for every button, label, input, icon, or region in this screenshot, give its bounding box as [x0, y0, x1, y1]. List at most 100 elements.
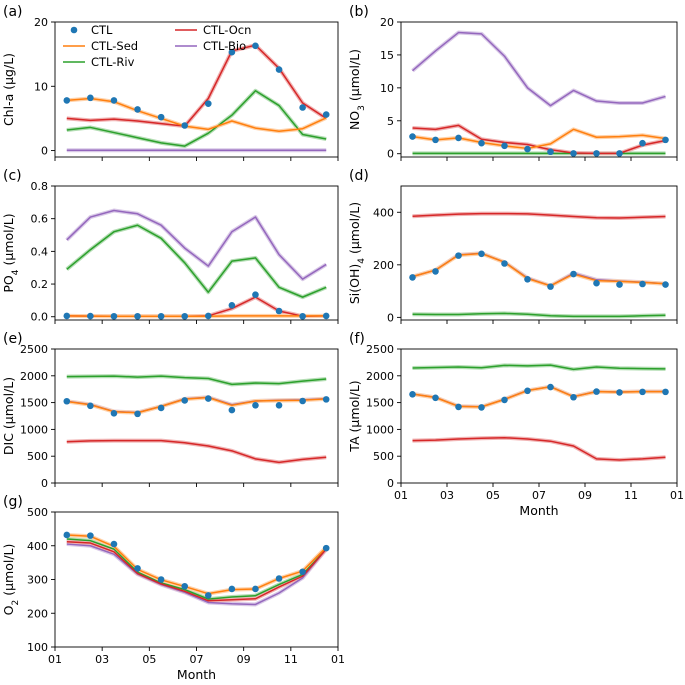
y-tick-label: 5: [387, 115, 394, 128]
y-tick-label: 10: [34, 80, 48, 93]
ctl-point: [478, 250, 485, 258]
y-axis-label: NO3 (μmol/L): [347, 49, 367, 130]
y-axis-label: DIC (μmol/L): [1, 377, 16, 455]
panel-label: (b): [349, 4, 369, 20]
series-line-ctl-sed: [66, 396, 327, 414]
series-line-ctl-bio: [66, 209, 327, 280]
panel-label: (c): [3, 168, 22, 184]
y-tick-label: 0: [387, 311, 394, 324]
y-axis-label: O2 (μmol/L): [1, 544, 21, 616]
ctl-point: [570, 393, 577, 401]
series-line-ctl-sed: [66, 97, 327, 133]
y-axis-label: Chl-a (μg/L): [1, 53, 16, 126]
y-tick-label: 200: [27, 607, 48, 620]
y-tick-label: 10: [380, 82, 394, 95]
y-tick-label: 200: [373, 259, 394, 272]
panel-label: (a): [3, 4, 23, 20]
y-tick-label: 1500: [366, 397, 394, 410]
ctl-point: [616, 281, 623, 288]
ctl-point: [570, 270, 577, 278]
legend-label: CTL-Sed: [91, 39, 138, 53]
ctl-point: [181, 122, 189, 129]
x-tick-label: 09: [578, 489, 592, 502]
ctl-point: [501, 142, 508, 150]
ctl-point: [524, 275, 531, 283]
ctl-point: [110, 540, 118, 548]
ctl-point: [87, 312, 94, 320]
series-line-ctl-riv: [412, 312, 666, 318]
ctl-point: [322, 111, 330, 118]
ctl-point: [204, 312, 212, 320]
y-tick-label: 2000: [366, 370, 394, 383]
ctl-point: [181, 397, 189, 404]
y-tick-label: 0.6: [31, 213, 49, 226]
ctl-point: [252, 401, 259, 409]
legend-label: CTL-Bio: [203, 39, 246, 53]
x-axis-label: Month: [519, 503, 558, 518]
series-line-ctl-ocn: [66, 44, 327, 127]
ctl-point: [432, 394, 439, 402]
ctl-point: [157, 113, 165, 121]
legend-label: CTL-Riv: [91, 55, 135, 69]
ctl-point: [409, 390, 416, 398]
y-tick-label: 0.0: [31, 311, 49, 324]
y-tick-label: 400: [27, 540, 48, 553]
ctl-point: [181, 312, 189, 320]
series-line-ctl-ocn: [412, 212, 666, 219]
series-line-ctl-bio: [412, 31, 666, 107]
x-tick-label: 01: [48, 653, 62, 666]
panel-3: 0 200 400 Si(OH)4 (μmol/L) (d): [347, 168, 678, 324]
series-line-ctl-riv: [66, 538, 327, 600]
y-label-main: Si(OH): [347, 264, 362, 304]
series-line-ctl-ocn: [412, 124, 666, 155]
ctl-point: [157, 576, 165, 583]
x-tick-label: 01: [331, 653, 345, 666]
ctl-point: [639, 280, 646, 288]
y-label-tail: (μmol/L): [1, 213, 16, 269]
ctl-point: [299, 568, 306, 576]
ctl-point: [110, 312, 118, 320]
ctl-point: [87, 402, 94, 410]
y-tick-label: 15: [380, 49, 394, 62]
ctl-point: [322, 396, 330, 403]
series-line-ctl-ocn: [66, 540, 327, 602]
y-label-sub: 2: [11, 600, 21, 606]
ctl-point: [570, 150, 577, 157]
ctl-point: [616, 150, 623, 157]
x-tick-label: 01: [670, 489, 684, 502]
panel-label: (d): [349, 168, 369, 184]
ctl-point: [524, 145, 531, 153]
y-label-tail: (μmol/L): [1, 544, 16, 600]
ctl-point: [228, 585, 236, 593]
panel-5: 01 03 05 07 09 11 01 Month 0 500 1000 1500 2000 2500 T…: [347, 331, 684, 518]
y-tick-label: 500: [373, 450, 394, 463]
ctl-point: [110, 410, 118, 417]
x-axis-label: Month: [177, 667, 216, 682]
y-tick-label: 300: [27, 574, 48, 587]
ctl-point: [409, 133, 416, 140]
x-tick-label: 03: [95, 653, 109, 666]
x-tick-label: 03: [440, 489, 454, 502]
y-tick-label: 2500: [366, 343, 394, 356]
spread-line: [411, 30, 667, 108]
ctl-point: [501, 260, 508, 267]
x-tick-label: 11: [284, 653, 298, 666]
ctl-point: [275, 575, 283, 582]
ctl-point: [478, 139, 485, 147]
ctl-point: [110, 97, 118, 104]
x-tick-label: 01: [394, 489, 408, 502]
y-label-tail: (μmol/L): [347, 202, 362, 258]
series-line-ctl-sed: [412, 386, 666, 408]
ctl-point: [228, 406, 236, 414]
y-tick-label: 20: [380, 16, 394, 29]
panel-1: 0 5 10 15 20 NO3 (μmol/L) (b): [347, 4, 678, 161]
panel-label: (g): [3, 494, 23, 510]
y-tick-label: 2000: [20, 370, 48, 383]
ctl-point: [432, 268, 439, 275]
ctl-point: [299, 397, 306, 405]
y-label-sub: 3: [357, 105, 367, 111]
ctl-point: [455, 134, 462, 142]
y-axis-label: TA (μmol/L): [347, 380, 362, 452]
ctl-point: [593, 279, 600, 287]
